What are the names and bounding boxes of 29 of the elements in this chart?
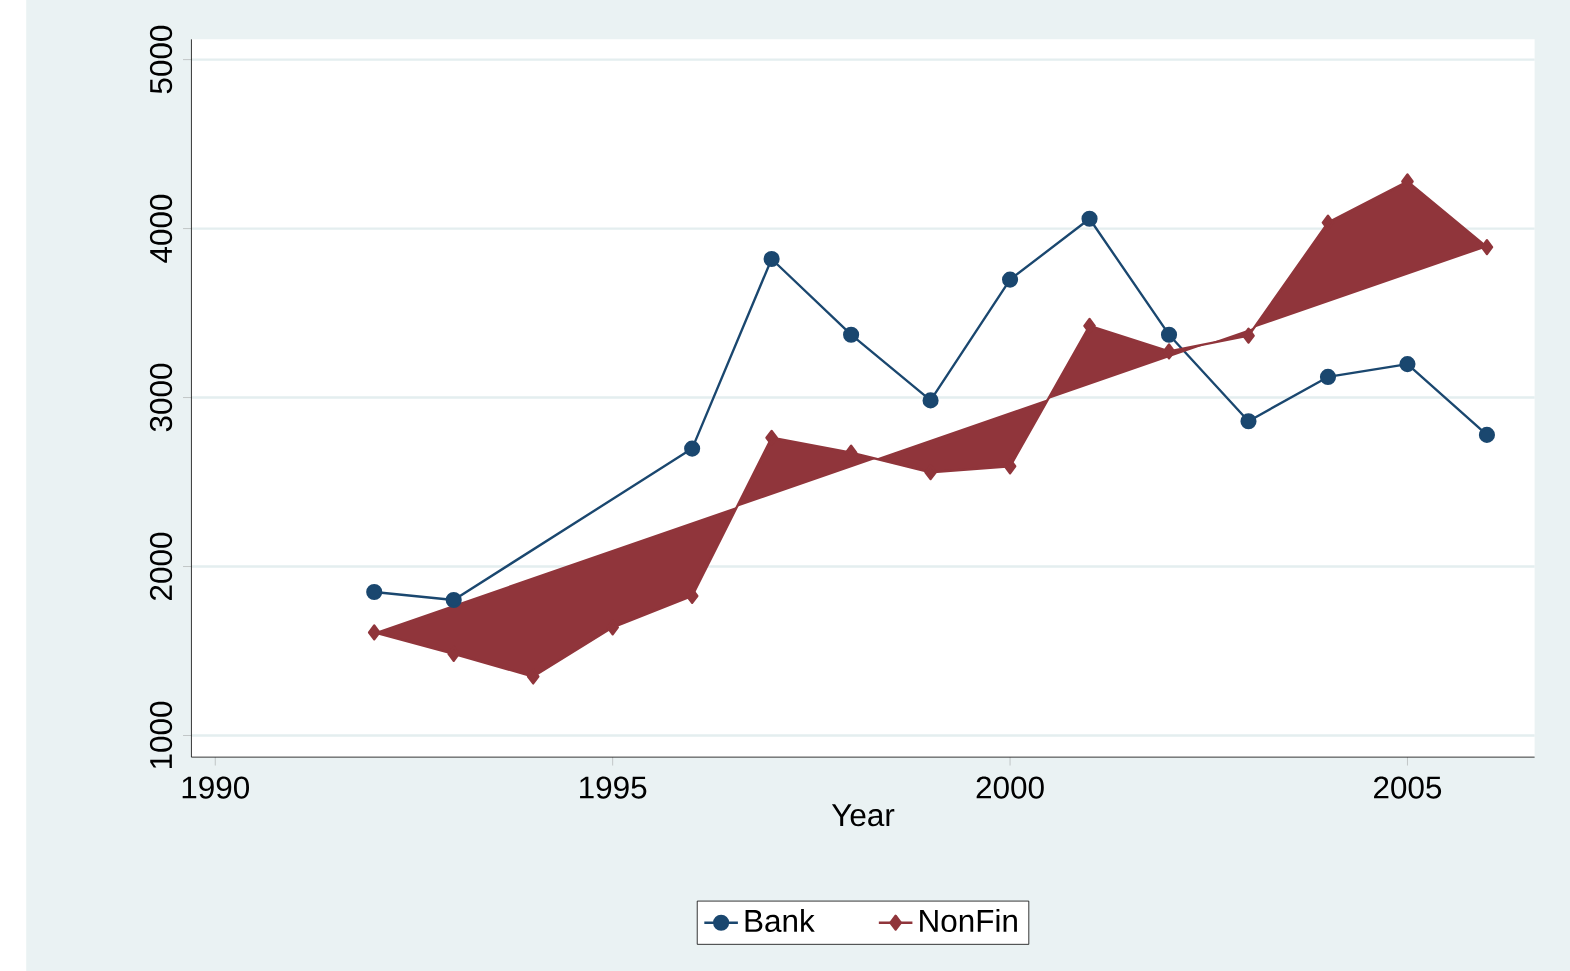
point <box>1162 343 1176 360</box>
point <box>763 250 780 267</box>
legend-label: NonFin <box>920 908 1017 932</box>
x-axis-title: Year <box>831 804 895 827</box>
y-tick-label: 5000 <box>149 25 173 94</box>
point <box>367 624 381 641</box>
point <box>843 326 860 343</box>
y-tick-label: 3000 <box>149 363 173 432</box>
x-tick-label: 2005 <box>1374 776 1442 799</box>
point <box>1160 326 1178 343</box>
legend-label: Bank <box>745 908 815 932</box>
y-tick-label: 2000 <box>149 532 173 600</box>
y-tick-label: 4000 <box>149 194 173 263</box>
point <box>922 392 939 409</box>
point <box>1081 210 1098 227</box>
point <box>445 591 462 608</box>
x-tick-label: 1995 <box>580 776 647 799</box>
point <box>1399 355 1416 372</box>
point <box>684 440 701 457</box>
x-tick-label: 2000 <box>976 776 1044 799</box>
y-tick-label: 1000 <box>149 701 173 768</box>
x-tick-label: 1990 <box>182 776 250 799</box>
point <box>1002 271 1019 288</box>
point <box>1240 412 1257 430</box>
point <box>1242 327 1255 344</box>
point <box>1319 368 1337 385</box>
point <box>1480 238 1494 255</box>
point <box>366 583 383 600</box>
point <box>1478 426 1495 443</box>
